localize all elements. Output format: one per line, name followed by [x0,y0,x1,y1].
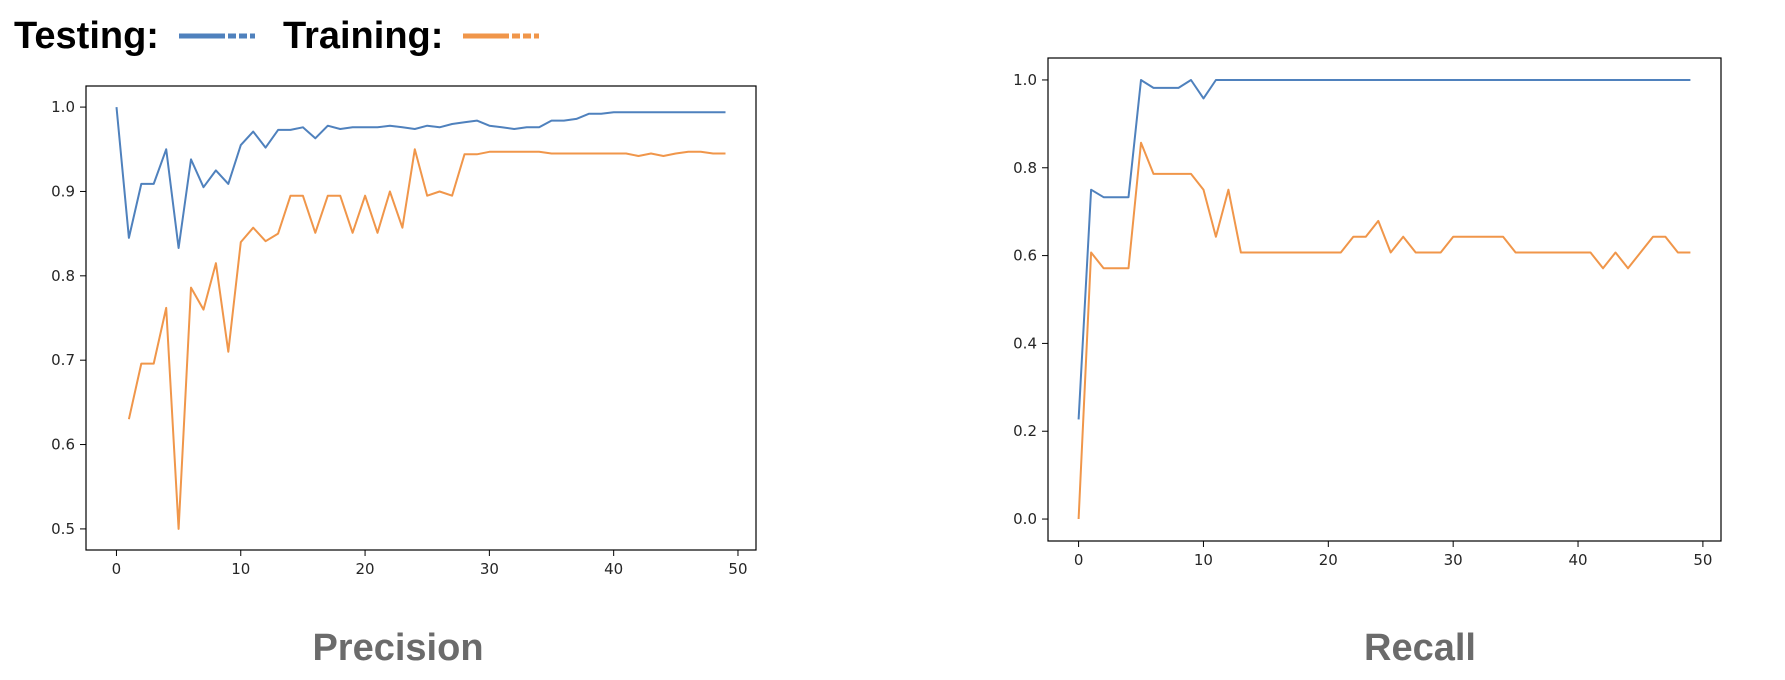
recall-y-tick-label: 0.2 [1013,422,1037,440]
precision-x-tick-label: 30 [480,560,499,578]
recall-y-tick-label: 0.4 [1013,334,1037,352]
precision-x-tick-label: 40 [604,560,623,578]
precision-chart-title: Precision [312,627,483,669]
precision-training-line [127,148,726,530]
legend: Testing: Training: [14,6,567,66]
precision-y-tick-label: 0.7 [51,351,75,369]
recall-chart: 0 10 20 30 40 50 0.0 0.2 0.4 0.6 0.8 1.0 Recall [1013,57,1722,669]
recall-y-tick-label: 0.6 [1013,247,1037,265]
recall-x-tick-label: 50 [1693,551,1712,569]
recall-testing-line [1077,79,1691,420]
legend-item-training: Training: [282,14,540,58]
recall-x-tick-label: 0 [1074,551,1084,569]
recall-x-tick-label: 20 [1319,551,1338,569]
precision-y-tick-label: 0.5 [51,520,75,538]
precision-y-tick-label: 0.8 [51,267,75,285]
recall-x-tick-label: 10 [1194,551,1213,569]
precision-chart: 0 10 20 30 40 50 0.5 0.6 0.7 0.8 0.9 1.0 Precision [51,85,757,669]
legend-swatch-testing [178,33,255,39]
recall-y-tick-label: 1.0 [1013,71,1037,89]
legend-label-training: Training: [282,14,444,57]
recall-chart-title: Recall [1364,627,1476,669]
precision-y-tick-label: 0.6 [51,436,75,454]
recall-y-tick-label: 0.8 [1013,159,1037,177]
recall-training-line [1077,141,1691,520]
precision-x-tick-label: 50 [728,560,747,578]
recall-axes-frame [1047,57,1722,542]
recall-y-tick-label: 0.0 [1013,510,1037,528]
legend-swatch-training [463,33,540,39]
recall-x-tick-label: 30 [1444,551,1463,569]
precision-x-tick-label: 0 [112,560,122,578]
legend-label-testing: Testing: [14,14,159,57]
legend-item-testing: Testing: [14,15,255,58]
precision-y-tick-label: 0.9 [51,182,75,200]
precision-x-tick-label: 10 [231,560,250,578]
precision-testing-line [115,107,726,249]
precision-x-tick-label: 20 [356,560,375,578]
precision-y-tick-label: 1.0 [51,98,75,116]
recall-x-tick-label: 40 [1568,551,1587,569]
precision-axes-frame [85,85,757,551]
